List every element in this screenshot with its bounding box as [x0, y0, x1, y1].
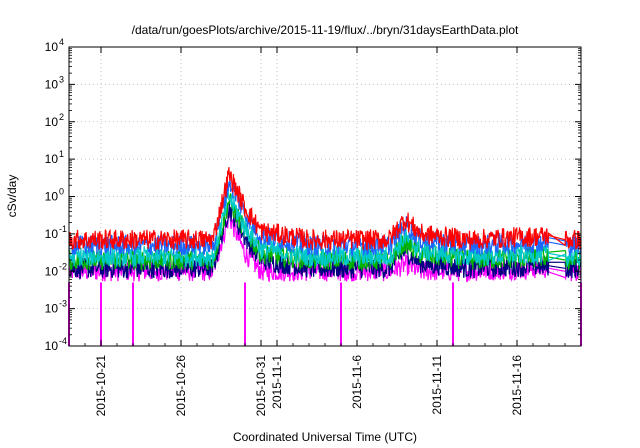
y-tick-exponent: 1	[59, 149, 64, 159]
series-gap-connector	[548, 256, 566, 261]
series-gap-connector	[548, 267, 566, 272]
series-gap-connector	[548, 252, 566, 257]
y-tick-exponent: -1	[59, 224, 67, 234]
series-line	[68, 167, 582, 252]
y-tick-exponent: -4	[59, 336, 67, 346]
y-tick-label: 10	[45, 302, 59, 316]
y-tick-exponent: 0	[59, 187, 64, 197]
y-tick-label: 10	[45, 40, 59, 54]
y-tick-label: 10	[45, 227, 59, 241]
y-tick-exponent: 4	[59, 37, 64, 47]
x-tick-label: 2015-11-11	[430, 355, 444, 415]
y-tick-base: 10	[45, 77, 59, 91]
x-axis-ticks: 2015-10-21 2015-10-26 2015-10-31 2015-11-1 2…	[68, 47, 582, 417]
x-tick-label: 2015-11-1	[270, 355, 284, 409]
x-tick-label: 2015-11-16	[510, 355, 524, 416]
y-tick-label: 10	[45, 115, 59, 129]
series-layer	[68, 167, 582, 346]
y-tick-base: 10	[45, 339, 59, 353]
series-gap-connector	[548, 235, 566, 241]
grid-lines	[69, 47, 581, 346]
series-gap-connector	[548, 241, 566, 246]
y-tick-base: 10	[45, 302, 59, 316]
y-tick-base: 10	[45, 40, 59, 54]
y-tick-label: 10	[45, 339, 59, 353]
y-tick-base: 10	[45, 115, 59, 129]
chart-title: /data/run/goesPlots/archive/2015-11-19/f…	[132, 23, 519, 37]
x-tick-label: 2015-10-31	[254, 355, 268, 417]
y-tick-base: 10	[45, 264, 59, 278]
y-tick-exponent: -3	[59, 299, 67, 309]
x-tick-label: 2015-10-26	[174, 355, 188, 417]
y-axis-label: cSv/day	[5, 175, 19, 218]
y-tick-exponent: 2	[59, 112, 64, 122]
y-tick-base: 10	[45, 190, 59, 204]
y-tick-label: 10	[45, 77, 59, 91]
series-line	[68, 190, 582, 269]
y-tick-label: 10	[45, 152, 59, 166]
y-tick-label: 10	[45, 264, 59, 278]
y-tick-base: 10	[45, 152, 59, 166]
series-gap-connector	[548, 265, 566, 269]
x-tick-label: 2015-10-21	[94, 355, 108, 417]
y-tick-label: 10	[45, 190, 59, 204]
y-tick-exponent: 3	[59, 74, 64, 84]
x-axis-label: Coordinated Universal Time (UTC)	[233, 430, 417, 444]
y-tick-base: 10	[45, 227, 59, 241]
y-tick-exponent: -2	[59, 261, 67, 271]
x-tick-label: 2015-11-6	[350, 355, 364, 409]
